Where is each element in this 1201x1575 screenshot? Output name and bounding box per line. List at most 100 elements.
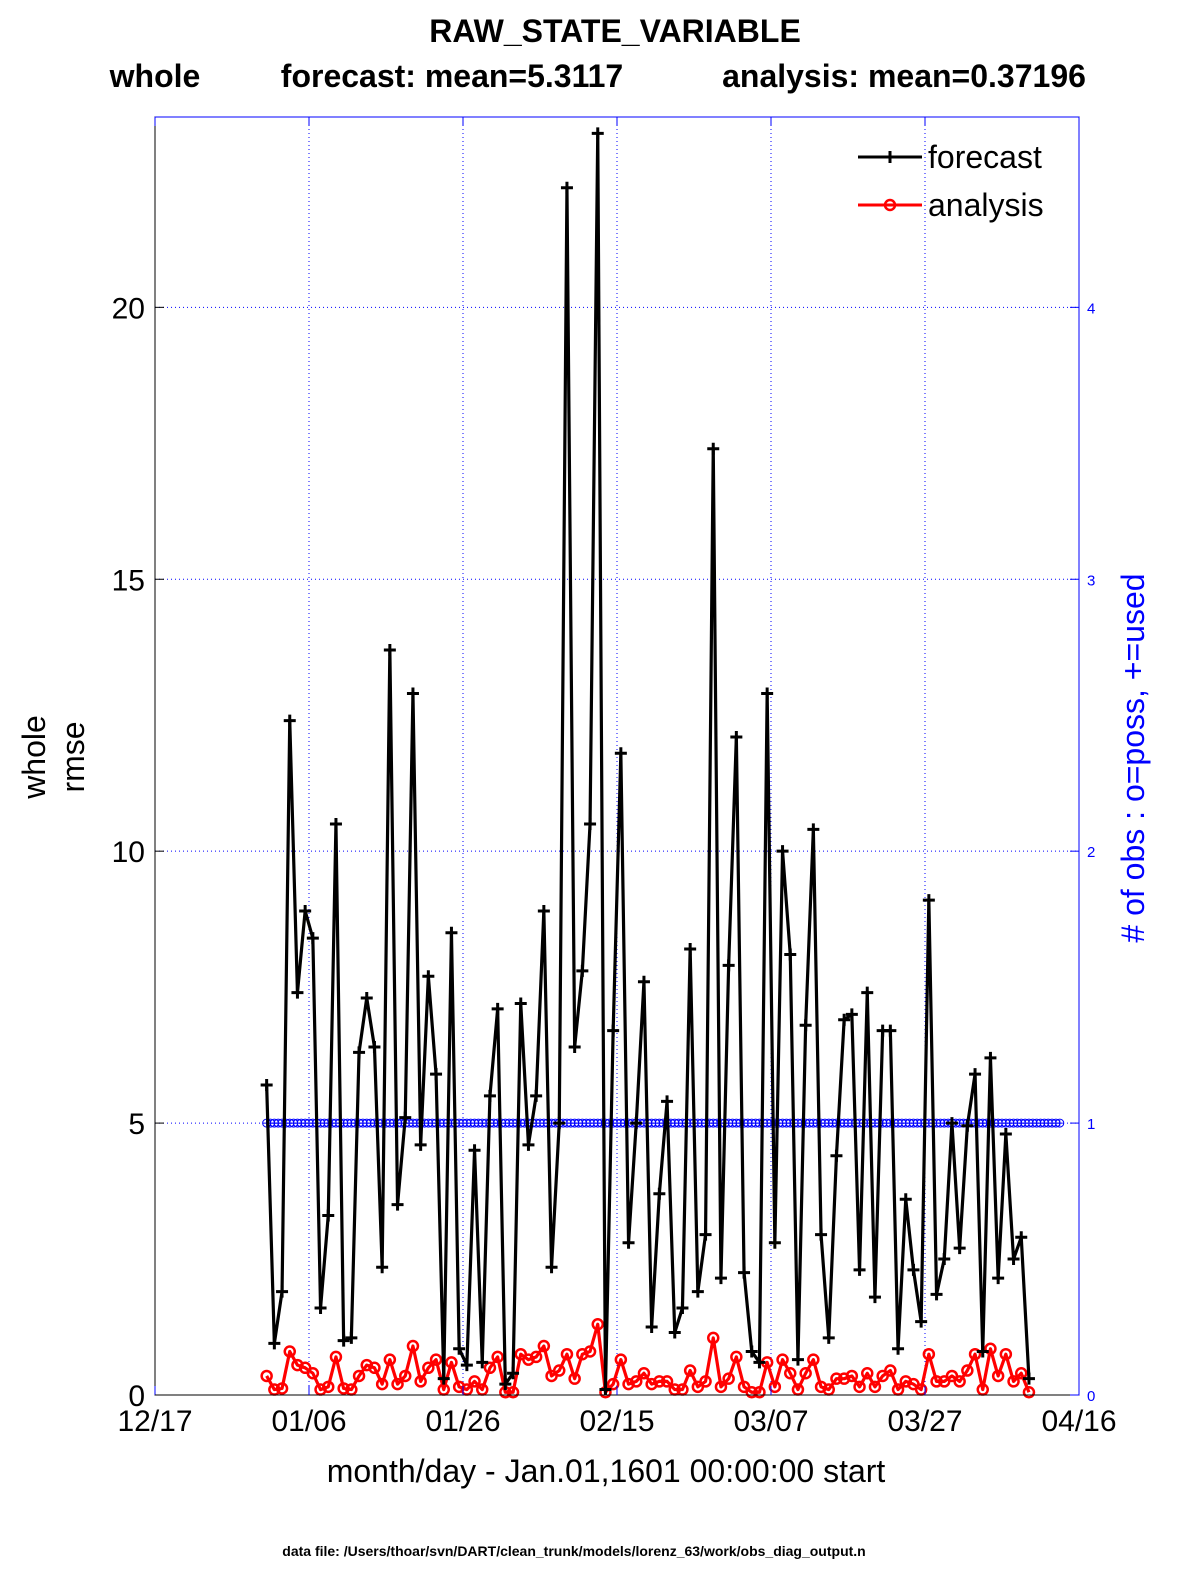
analysis-point bbox=[630, 1375, 643, 1388]
forecast-point bbox=[445, 926, 458, 939]
forecast-point bbox=[899, 1193, 912, 1206]
forecast-point bbox=[599, 1383, 612, 1396]
forecast-point bbox=[738, 1266, 751, 1279]
legend-analysis-marker bbox=[883, 198, 897, 212]
analysis-point bbox=[368, 1361, 381, 1375]
x-tick-label: 03/27 bbox=[887, 1405, 962, 1438]
analysis-point bbox=[522, 1353, 535, 1366]
analysis-point bbox=[830, 1372, 843, 1385]
chart-subtitle-forecast-mean: forecast: mean=5.3117 bbox=[281, 58, 623, 94]
forecast-point bbox=[314, 1301, 327, 1314]
forecast-point bbox=[568, 1040, 581, 1053]
forecast-point bbox=[545, 1261, 558, 1274]
forecast-point bbox=[676, 1301, 689, 1314]
analysis-point bbox=[1022, 1386, 1036, 1399]
analysis-point bbox=[807, 1353, 820, 1366]
legend: forecast analysis bbox=[858, 139, 1044, 223]
forecast-point bbox=[607, 1024, 620, 1037]
forecast-point bbox=[283, 714, 296, 727]
forecast-point bbox=[845, 1008, 858, 1021]
forecast-point bbox=[691, 1285, 704, 1298]
forecast-point bbox=[491, 1002, 504, 1015]
analysis-point bbox=[337, 1382, 350, 1395]
forecast-point bbox=[576, 964, 589, 977]
forecast-point bbox=[815, 1228, 828, 1241]
forecast-point bbox=[399, 1111, 412, 1124]
analysis-point bbox=[291, 1358, 304, 1372]
analysis-point bbox=[853, 1380, 866, 1394]
analysis-point bbox=[468, 1375, 481, 1388]
y2-tick-label: 0 bbox=[1087, 1388, 1095, 1405]
forecast-point bbox=[930, 1288, 943, 1301]
analysis-point bbox=[784, 1366, 797, 1380]
forecast-point bbox=[1007, 1253, 1020, 1266]
analysis-point bbox=[1007, 1375, 1020, 1388]
analysis-point bbox=[614, 1353, 628, 1366]
analysis-point bbox=[322, 1380, 335, 1394]
forecast-point bbox=[768, 1236, 781, 1249]
forecast-point bbox=[460, 1359, 473, 1372]
forecast-point bbox=[653, 1187, 666, 1200]
analysis-point bbox=[537, 1339, 551, 1353]
forecast-point bbox=[406, 687, 419, 700]
forecast-point bbox=[414, 1138, 427, 1151]
analysis-point bbox=[260, 1369, 273, 1383]
analysis-point bbox=[606, 1377, 620, 1391]
forecast-point bbox=[684, 943, 697, 956]
analysis-point bbox=[868, 1380, 882, 1394]
forecast-point bbox=[560, 181, 573, 194]
forecast-point bbox=[838, 1013, 851, 1026]
analysis-point bbox=[306, 1366, 320, 1380]
y2-tick-label: 1 bbox=[1087, 1116, 1095, 1133]
analysis-point bbox=[622, 1377, 635, 1391]
forecast-point bbox=[699, 1228, 712, 1241]
x-axis-label: month/day - Jan.01,1601 00:00:00 start bbox=[327, 1453, 886, 1489]
analysis-point bbox=[422, 1361, 435, 1375]
forecast-point bbox=[822, 1331, 835, 1344]
forecast-point bbox=[784, 948, 797, 961]
y-axis-label-line1: whole bbox=[16, 715, 52, 800]
x-tick-label: 04/16 bbox=[1041, 1405, 1116, 1438]
y2-tick-label: 3 bbox=[1087, 572, 1095, 589]
forecast-point bbox=[745, 1345, 758, 1358]
y2-tick-label: 2 bbox=[1087, 844, 1095, 861]
forecast-point bbox=[383, 643, 396, 656]
analysis-point bbox=[329, 1350, 343, 1364]
data-file-footer: data file: /Users/thoar/svn/DART/clean_t… bbox=[282, 1543, 865, 1559]
analysis-point bbox=[745, 1386, 758, 1399]
analysis-point bbox=[753, 1386, 766, 1399]
forecast-point bbox=[984, 1051, 997, 1064]
analysis-point bbox=[414, 1375, 427, 1388]
analysis-point bbox=[1015, 1366, 1028, 1380]
forecast-point bbox=[976, 1345, 989, 1358]
y-tick-label: 5 bbox=[128, 1108, 145, 1141]
analysis-point bbox=[491, 1350, 504, 1364]
analysis-point bbox=[699, 1375, 712, 1388]
forecast-point bbox=[645, 1321, 658, 1334]
analysis-point bbox=[591, 1318, 604, 1331]
analysis-point bbox=[922, 1347, 936, 1361]
chart-title: RAW_STATE_VARIABLE bbox=[429, 13, 801, 49]
analysis-point bbox=[953, 1375, 966, 1388]
forecast-point bbox=[722, 959, 735, 972]
analysis-point bbox=[576, 1347, 589, 1361]
analysis-point bbox=[730, 1350, 743, 1364]
analysis-point bbox=[999, 1347, 1013, 1361]
forecast-point bbox=[476, 1356, 489, 1369]
forecast-point bbox=[853, 1263, 866, 1276]
forecast-point bbox=[668, 1326, 681, 1339]
forecast-point bbox=[507, 1367, 520, 1380]
forecast-point bbox=[999, 1127, 1012, 1140]
forecast-point bbox=[337, 1334, 350, 1347]
analysis-point bbox=[506, 1386, 520, 1399]
forecast-point bbox=[961, 1119, 974, 1132]
analysis-point bbox=[968, 1347, 982, 1361]
y-tick-label: 10 bbox=[112, 836, 145, 869]
analysis-point bbox=[984, 1342, 997, 1356]
analysis-point bbox=[429, 1353, 443, 1366]
y2-tick-label: 4 bbox=[1087, 300, 1095, 317]
analysis-point bbox=[452, 1380, 466, 1394]
x-tick-label: 01/26 bbox=[425, 1405, 500, 1438]
forecast-point bbox=[376, 1261, 389, 1274]
x-tick-label: 12/17 bbox=[117, 1405, 192, 1438]
